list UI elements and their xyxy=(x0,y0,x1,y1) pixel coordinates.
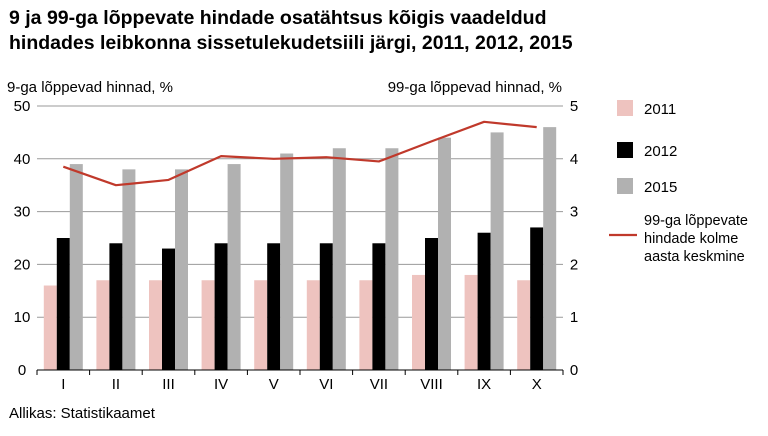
left-tick-label: 40 xyxy=(14,151,31,168)
chart-title-line-2: hindades leibkonna sissetulekudetsiili j… xyxy=(9,32,573,54)
bar-2012 xyxy=(319,243,333,370)
left-tick-label: 20 xyxy=(14,256,31,273)
x-tick-label: III xyxy=(162,376,175,393)
x-tick-label: VI xyxy=(319,376,333,393)
right-tick-label: 2 xyxy=(570,256,578,273)
bar-2011 xyxy=(149,280,162,370)
right-tick-label: 5 xyxy=(570,98,578,115)
left-tick-label: 30 xyxy=(14,204,31,221)
legend-label-line: aasta keskmine xyxy=(644,249,745,265)
x-tick-label: V xyxy=(269,376,279,393)
left-tick-label: 10 xyxy=(14,309,31,326)
bar-2015 xyxy=(280,153,294,370)
x-tick-label: VII xyxy=(370,376,388,393)
bar-2015 xyxy=(543,127,557,371)
legend-label-2015: 2015 xyxy=(644,179,677,196)
left-tick-label: 0 xyxy=(18,362,26,379)
left-axis-label: 9-ga lõppevad hinnad, % xyxy=(7,79,173,96)
bar-2015 xyxy=(69,164,83,370)
bar-2011 xyxy=(359,280,373,370)
bar-2011 xyxy=(201,280,215,370)
bar-2015 xyxy=(175,169,188,370)
x-tick-label: II xyxy=(112,376,120,393)
legend-label-line: 99-ga lõppevate xyxy=(644,213,748,229)
bar-2011 xyxy=(306,280,320,370)
bar-2012 xyxy=(530,227,544,370)
bar-2015 xyxy=(438,137,451,370)
right-tick-label: 0 xyxy=(570,362,578,379)
bar-2011 xyxy=(517,280,531,370)
bar-2015 xyxy=(385,148,399,370)
bar-2011 xyxy=(464,274,478,370)
bar-2012 xyxy=(425,238,438,370)
bar-2015 xyxy=(332,148,346,370)
bar-2012 xyxy=(372,243,386,370)
legend-label-line: hindade kolme xyxy=(644,231,738,247)
chart-title: 9 ja 99-ga lõppevate hindade osatähtsus … xyxy=(9,6,749,56)
x-tick-label: IX xyxy=(477,376,491,393)
bar-2012 xyxy=(214,243,228,370)
legend-swatch-2015 xyxy=(617,178,633,194)
right-tick-label: 3 xyxy=(570,204,578,221)
bar-2012 xyxy=(162,248,175,370)
legend-swatch-2012 xyxy=(617,142,633,158)
bar-2011 xyxy=(412,274,425,370)
bar-2011 xyxy=(96,280,110,370)
left-tick-label: 50 xyxy=(14,98,31,115)
bar-2015 xyxy=(490,132,504,370)
source-note: Allikas: Statistikaamet xyxy=(9,405,155,422)
legend-label-2012: 2012 xyxy=(644,143,677,160)
right-tick-label: 1 xyxy=(570,309,578,326)
bar-2015 xyxy=(122,169,136,370)
x-tick-label: IV xyxy=(214,376,228,393)
legend-label-2011: 2011 xyxy=(644,101,676,118)
bar-2012 xyxy=(56,238,70,370)
legend-swatch-2011 xyxy=(617,100,633,116)
x-tick-label: I xyxy=(61,376,65,393)
bar-2011 xyxy=(254,280,268,370)
bar-2011 xyxy=(43,285,57,370)
bar-2015 xyxy=(227,164,241,370)
bar-2012 xyxy=(267,243,281,370)
line-series-average xyxy=(62,120,537,187)
bar-2012 xyxy=(109,243,123,370)
right-tick-label: 4 xyxy=(570,151,578,168)
right-axis-label: 99-ga lõppevad hinnad, % xyxy=(388,79,562,96)
x-tick-label: VIII xyxy=(420,376,443,393)
bar-2012 xyxy=(477,232,491,370)
x-tick-label: X xyxy=(532,376,542,393)
chart-title-line-1: 9 ja 99-ga lõppevate hindade osatähtsus … xyxy=(9,7,547,29)
